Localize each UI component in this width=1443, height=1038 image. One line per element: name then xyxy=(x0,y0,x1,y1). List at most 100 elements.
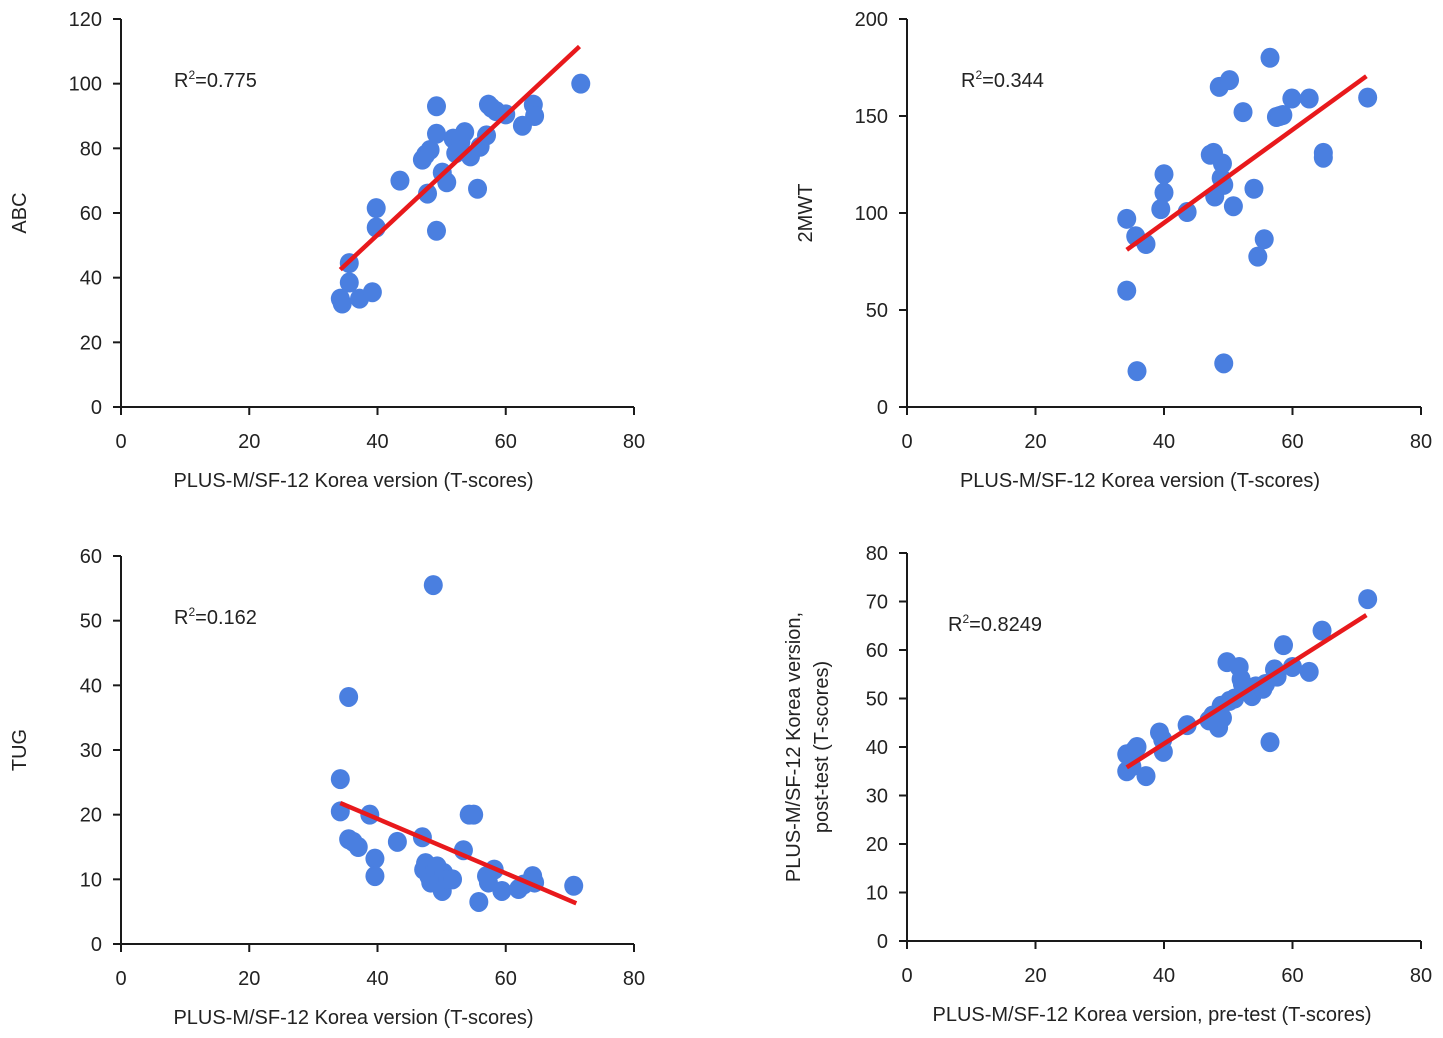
x-tick-label: 40 xyxy=(366,431,388,453)
panel-tug: 0 20 40 60 80 0 10 20 30 40 50 60 PLUS-M/SF-12 Korea… xyxy=(9,546,645,1029)
data-point xyxy=(1223,196,1243,217)
panel-pre-post: 0 20 40 60 80 0 10 20 30 40 50 60 70 80 PLUS-M/SF-12 K… xyxy=(783,543,1432,1026)
data-point xyxy=(525,106,545,126)
y-tick-label: 80 xyxy=(866,543,888,565)
data-point xyxy=(365,866,385,887)
data-point xyxy=(1358,87,1378,108)
x-tick-label: 80 xyxy=(1410,965,1432,987)
data-point xyxy=(492,880,512,901)
y-tick-label: 50 xyxy=(80,611,102,633)
r-symbol: R xyxy=(174,607,188,629)
data-point xyxy=(423,575,443,596)
data-point xyxy=(330,769,350,790)
r-squared-annotation: R2=0.775 xyxy=(174,68,257,92)
x-tick-label: 0 xyxy=(115,431,126,453)
x-axis-label: PLUS-M/SF-12 Korea version (T-scores) xyxy=(173,470,533,492)
data-point xyxy=(455,122,475,143)
y-tick-label: 40 xyxy=(80,675,102,697)
data-point xyxy=(1151,199,1171,220)
r-symbol: R xyxy=(174,70,188,92)
data-point xyxy=(362,282,382,303)
data-point xyxy=(1117,208,1137,229)
data-point xyxy=(339,686,359,707)
x-tick-label: 0 xyxy=(115,968,126,990)
panel-2mwt: 0 20 40 60 80 0 50 100 150 200 PLUS-M/SF-12 Korea … xyxy=(795,9,1432,492)
data-point xyxy=(464,804,484,825)
data-point xyxy=(1260,732,1280,753)
data-point xyxy=(1212,707,1232,728)
regression-line xyxy=(1125,613,1368,770)
x-tick-label: 80 xyxy=(1410,431,1432,453)
y-tick-label: 0 xyxy=(91,397,102,419)
r-squared-annotation: R2=0.344 xyxy=(961,68,1044,92)
x-tick-label: 20 xyxy=(238,431,260,453)
x-tick-label: 60 xyxy=(495,968,517,990)
data-point xyxy=(571,73,591,94)
data-point xyxy=(1283,656,1302,677)
data-point xyxy=(1274,635,1294,656)
y-tick-label: 30 xyxy=(80,740,102,762)
data-point xyxy=(332,293,352,314)
data-point xyxy=(1233,102,1253,123)
y-axis-label: 2MWT xyxy=(795,184,817,243)
y-axis-label: post-test (T-scores) xyxy=(811,661,833,833)
r-symbol: R xyxy=(948,614,962,636)
x-tick-label: 60 xyxy=(1281,965,1303,987)
data-point xyxy=(1220,70,1240,91)
regression-line xyxy=(339,800,578,906)
y-tick-label: 20 xyxy=(80,332,102,354)
x-tick-label: 0 xyxy=(901,431,912,453)
data-point xyxy=(468,178,488,199)
regression-line xyxy=(338,44,582,272)
x-tick-label: 40 xyxy=(1153,431,1175,453)
data-point xyxy=(390,170,410,191)
panel-abc: 0 20 40 60 80 0 20 40 60 80 100 120 PLUS-M/SF-12 Kor… xyxy=(9,9,645,492)
y-tick-label: 150 xyxy=(855,106,888,128)
data-point xyxy=(443,869,463,890)
data-point xyxy=(1358,589,1378,610)
data-point xyxy=(426,96,446,117)
data-point xyxy=(1117,280,1137,301)
data-point xyxy=(1248,246,1268,267)
y-tick-label: 80 xyxy=(80,138,102,160)
x-tick-label: 20 xyxy=(1024,431,1046,453)
r-symbol: R xyxy=(961,70,975,92)
y-tick-label: 30 xyxy=(866,786,888,808)
y-axis-label: PLUS-M/SF-12 Korea version, xyxy=(783,612,805,882)
y-tick-label: 0 xyxy=(91,934,102,956)
data-point xyxy=(1154,182,1174,203)
data-point xyxy=(1267,666,1287,687)
x-tick-label: 60 xyxy=(1281,431,1303,453)
data-point xyxy=(1273,105,1293,126)
data-point xyxy=(1127,361,1147,382)
x-tick-label: 20 xyxy=(1024,965,1046,987)
x-axis-label: PLUS-M/SF-12 Korea version (T-scores) xyxy=(173,1007,533,1029)
r-squared-value: =0.775 xyxy=(195,70,257,92)
data-point xyxy=(1260,47,1280,68)
x-tick-label: 40 xyxy=(1153,965,1175,987)
data-point xyxy=(426,220,446,241)
y-axis-label: TUG xyxy=(9,729,31,771)
y-tick-label: 200 xyxy=(855,9,888,31)
y-axis-label: ABC xyxy=(9,192,31,233)
data-point xyxy=(1127,737,1147,757)
r-squared-annotation: R2=0.162 xyxy=(174,605,257,629)
x-tick-label: 80 xyxy=(623,968,645,990)
data-point xyxy=(1244,178,1264,199)
y-tick-label: 20 xyxy=(80,805,102,827)
r-squared-value: =0.344 xyxy=(982,70,1044,92)
data-point xyxy=(420,139,440,160)
x-tick-label: 80 xyxy=(623,431,645,453)
y-tick-label: 0 xyxy=(877,397,888,419)
y-tick-label: 20 xyxy=(866,834,888,856)
x-tick-label: 20 xyxy=(238,968,260,990)
y-tick-label: 60 xyxy=(866,640,888,662)
y-tick-label: 120 xyxy=(69,9,102,31)
y-tick-label: 10 xyxy=(80,869,102,891)
r-squared-annotation: R2=0.8249 xyxy=(948,612,1042,636)
data-point xyxy=(469,891,489,912)
data-point xyxy=(387,831,407,852)
y-tick-label: 0 xyxy=(877,931,888,953)
data-point xyxy=(365,848,385,869)
